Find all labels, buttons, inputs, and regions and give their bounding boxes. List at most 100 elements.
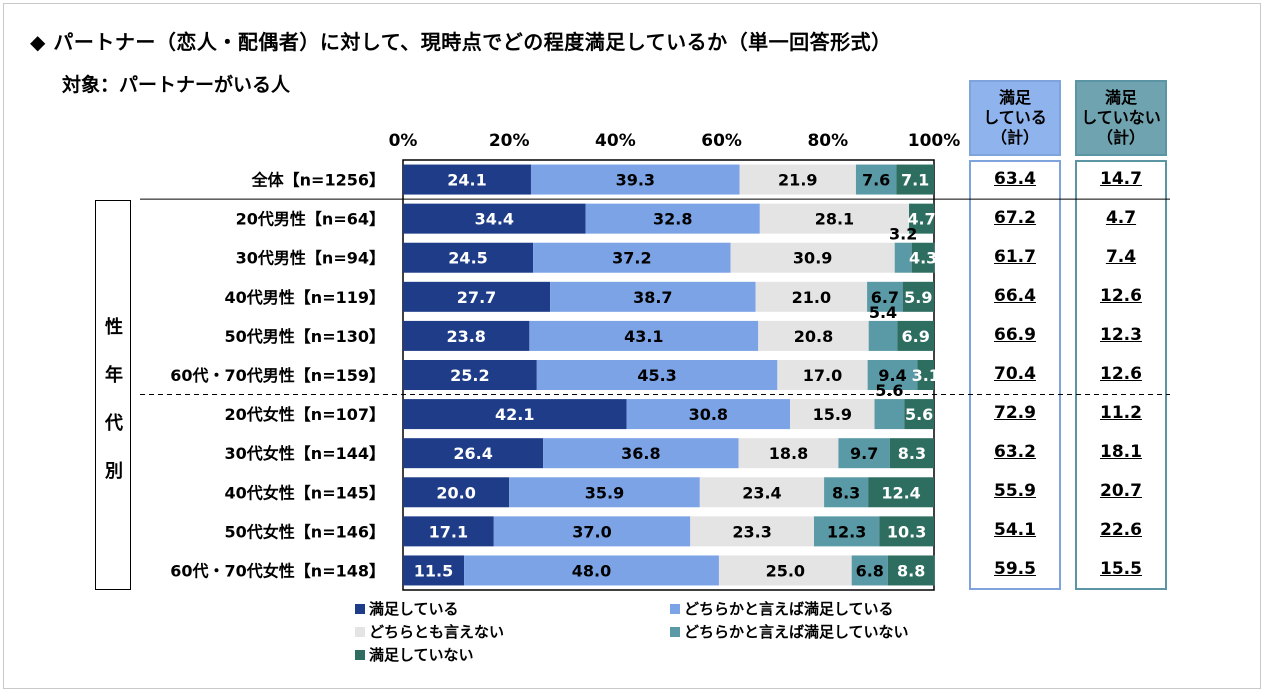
bar-value-label: 28.1 — [815, 210, 854, 229]
group-char: 別 — [105, 461, 123, 482]
bar-value-label: 6.7 — [871, 288, 899, 307]
bar-segment — [758, 320, 869, 351]
bar-segment — [917, 360, 934, 390]
bar-value-label: 8.8 — [897, 561, 925, 580]
legend-label: 満足していない — [369, 646, 474, 664]
chart-title: ◆ パートナー（恋人・配偶者）に対して、現時点でどの程度満足しているか（単一回答… — [30, 30, 892, 54]
unsatisfied-total-value: 15.5 — [1100, 559, 1142, 580]
satisfied-total-value: 59.5 — [994, 559, 1036, 580]
bar-segment — [867, 360, 918, 390]
bar-value-label: 21.0 — [792, 288, 831, 307]
header-line: 満足 — [1104, 88, 1137, 107]
figure-frame — [3, 3, 1261, 689]
bar-value-label: 8.3 — [832, 483, 860, 502]
bar-value-label: 20.0 — [436, 483, 475, 502]
legend-item: どちらかと言えば満足している — [670, 598, 894, 619]
unsatisfied-total-value: 4.7 — [1105, 207, 1137, 228]
bar-value-label: 17.0 — [803, 366, 842, 385]
bar-segment — [530, 164, 740, 195]
legend-item: どちらとも言えない — [355, 621, 504, 642]
unsatisfied-total-value: 20.7 — [1100, 481, 1142, 502]
satisfied-total-column — [969, 160, 1061, 590]
satisfied-total-value: 66.9 — [994, 324, 1036, 345]
bar-segment — [543, 438, 739, 469]
bar-segment — [403, 399, 627, 430]
category-label: 30代男性【n=94】 — [236, 249, 385, 268]
satisfied-total-value: 63.2 — [994, 442, 1036, 463]
bar-segment — [493, 516, 691, 547]
bar-segment — [909, 203, 934, 234]
bar-segment — [739, 164, 856, 195]
bar-value-label: 25.2 — [450, 366, 489, 385]
category-label: 20代女性【n=107】 — [225, 405, 385, 424]
bar-value-label: 9.7 — [850, 444, 878, 463]
bar-value-label: 7.1 — [901, 171, 929, 190]
bar-segment — [730, 242, 895, 273]
bar-value-label: 45.3 — [637, 366, 676, 385]
bar-segment — [509, 477, 700, 508]
category-label: 40代女性【n=145】 — [225, 483, 385, 502]
bar-segment — [403, 203, 586, 234]
bar-value-label: 7.6 — [862, 171, 890, 190]
x-tick-label: 60% — [701, 131, 742, 151]
bar-segment — [533, 242, 731, 273]
bar-value-label: 4.7 — [907, 210, 935, 229]
unsatisfied-total-value: 12.6 — [1100, 364, 1142, 384]
unsatisfied-total-header: 満足 していない （計） — [1075, 80, 1167, 156]
bar-value-label: 3.2 — [889, 225, 917, 244]
unsatisfied-total-value: 22.6 — [1100, 520, 1142, 541]
unsatisfied-total-value: 12.6 — [1100, 285, 1142, 306]
bar-value-label: 20.8 — [794, 327, 833, 346]
satisfied-total-value: 55.9 — [994, 481, 1036, 502]
legend-swatch — [355, 649, 365, 660]
bar-value-label: 39.3 — [616, 171, 655, 190]
bar-segment — [403, 516, 494, 547]
bar-value-label: 36.8 — [621, 444, 660, 463]
group-char: 年 — [105, 365, 123, 386]
bar-value-label: 11.5 — [414, 561, 453, 580]
bar-value-label: 23.8 — [446, 327, 485, 346]
bar-value-label: 5.6 — [875, 381, 903, 400]
bar-value-label: 38.7 — [633, 288, 672, 307]
bar-segment — [867, 281, 903, 312]
bar-segment — [897, 320, 934, 351]
bar-segment — [626, 399, 791, 430]
unsatisfied-total-value: 11.2 — [1100, 403, 1142, 424]
bar-value-label: 43.1 — [624, 327, 663, 346]
legend-swatch — [670, 603, 680, 614]
group-label-age-gender: 性 年 代 別 — [95, 200, 131, 590]
group-char: 性 — [105, 317, 123, 338]
bar-segment — [894, 242, 912, 273]
x-tick-label: 100% — [908, 131, 961, 151]
bar-value-label: 27.7 — [457, 288, 496, 307]
bar-value-label: 37.2 — [612, 249, 651, 268]
satisfied-total-value: 67.2 — [994, 207, 1036, 228]
satisfied-total-value: 72.9 — [994, 403, 1036, 424]
category-label: 全体【n=1256】 — [251, 171, 385, 190]
bar-value-label: 30.9 — [793, 249, 832, 268]
legend-swatch — [355, 626, 365, 637]
bar-segment — [838, 438, 890, 469]
bar-segment — [536, 360, 778, 390]
bar-segment — [699, 477, 825, 508]
bar-value-label: 24.5 — [448, 249, 487, 268]
bar-segment — [790, 399, 875, 430]
bar-value-label: 5.9 — [904, 288, 932, 307]
bar-segment — [403, 360, 537, 390]
legend-item: 満足していない — [355, 644, 474, 665]
bar-segment — [718, 555, 852, 586]
bar-value-label: 6.9 — [902, 327, 930, 346]
bar-value-label: 4.3 — [909, 249, 937, 268]
bar-segment — [550, 281, 756, 312]
x-tick-label: 0% — [389, 131, 418, 151]
bar-segment — [813, 516, 880, 547]
category-label: 50代男性【n=130】 — [225, 327, 385, 346]
bar-segment — [911, 242, 935, 273]
category-label: 60代・70代男性【n=159】 — [170, 366, 385, 385]
bar-segment — [403, 477, 510, 508]
chart-subtitle: 対象：パートナーがいる人 — [62, 74, 291, 96]
bar-segment — [403, 242, 534, 273]
bar-value-label: 18.8 — [769, 444, 808, 463]
unsatisfied-total-column — [1075, 160, 1167, 590]
unsatisfied-total-value: 12.3 — [1100, 324, 1142, 345]
